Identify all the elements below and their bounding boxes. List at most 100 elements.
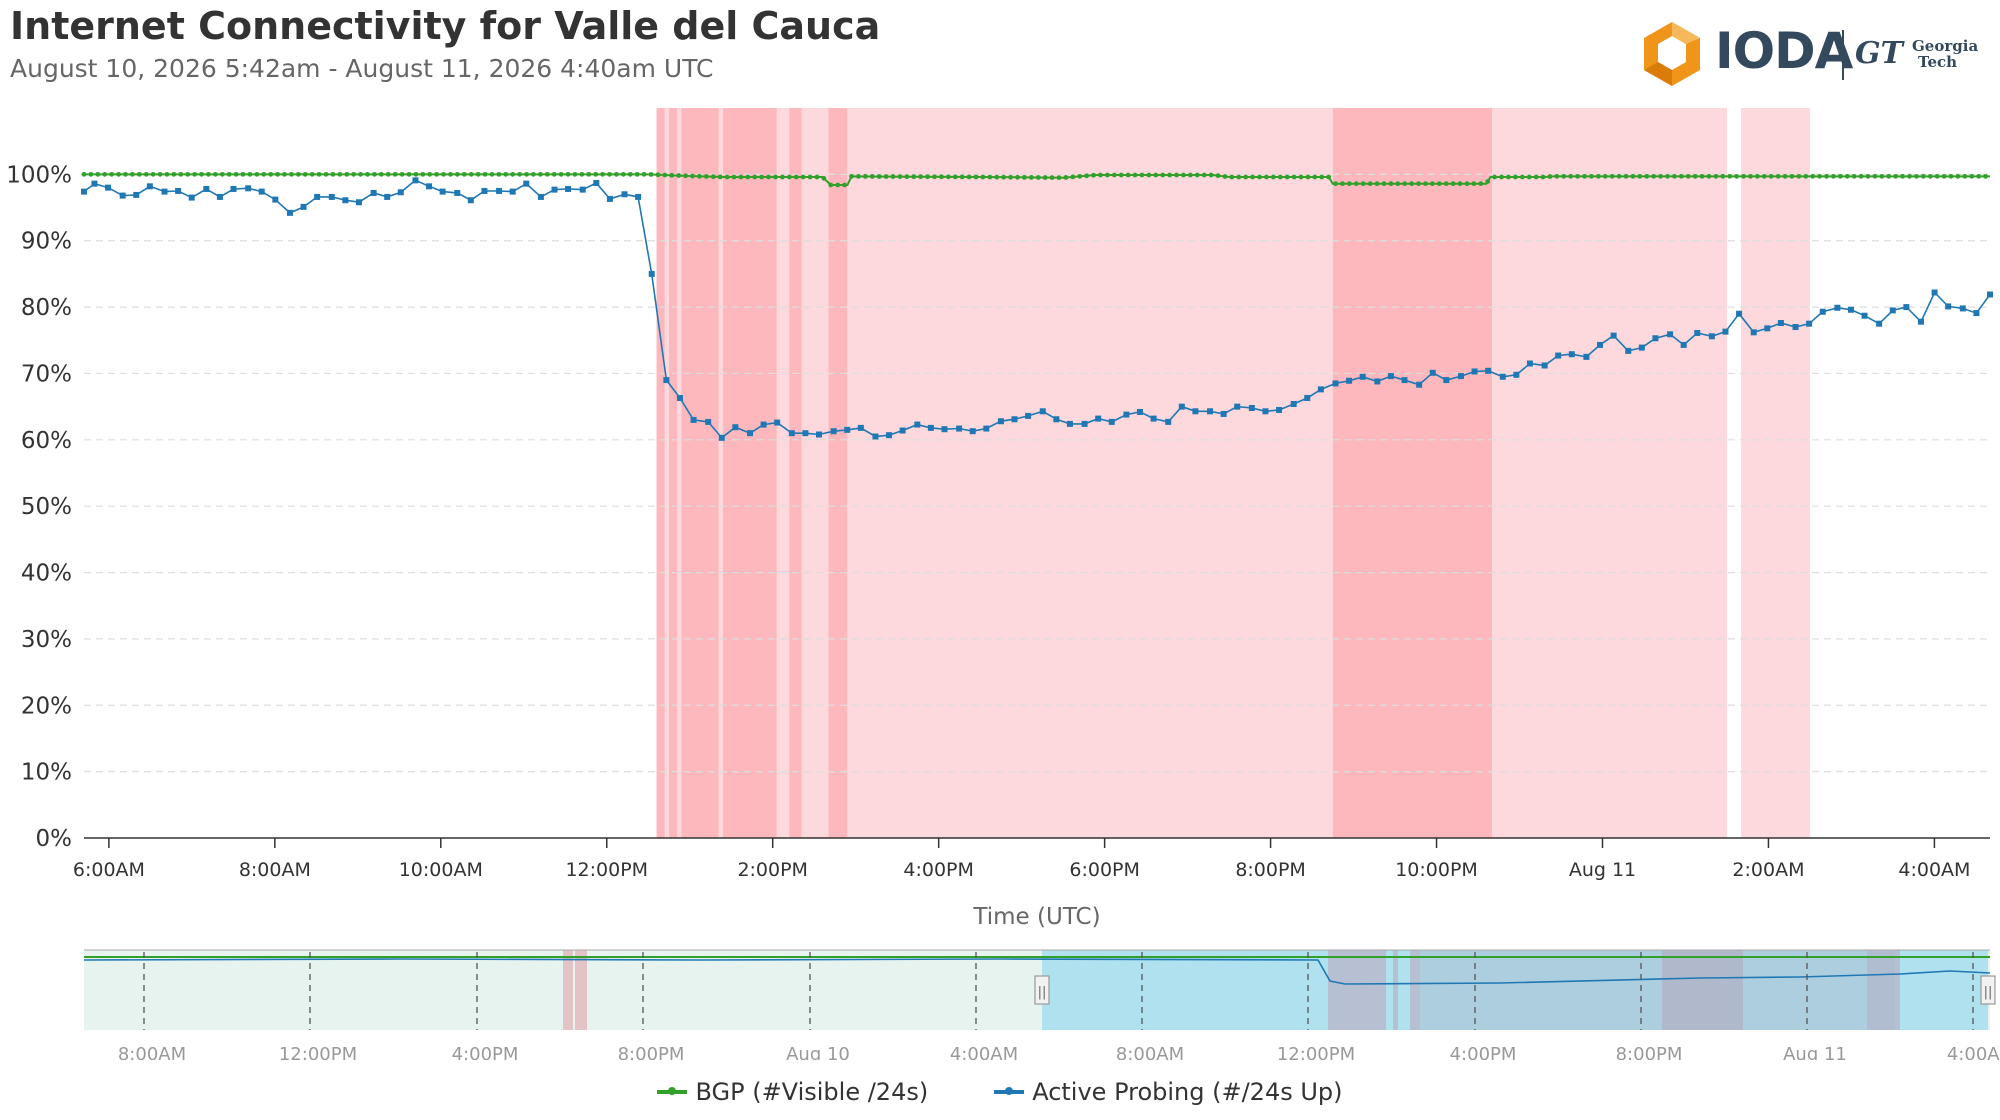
active-probing-point [1401, 377, 1408, 384]
navigator-tick-label: 12:00PM [1277, 1044, 1355, 1060]
bgp-point [1167, 172, 1173, 178]
bgp-point [1298, 174, 1304, 180]
bgp-point [600, 171, 606, 177]
bgp-point [102, 171, 108, 177]
bgp-point [1720, 173, 1726, 179]
navigator-left-handle-grip: || [1038, 985, 1047, 1000]
bgp-point [1194, 172, 1200, 178]
active-probing-point [1262, 408, 1269, 415]
active-probing-point [1597, 341, 1604, 348]
bgp-point [448, 171, 453, 177]
bgp-point [551, 171, 557, 177]
navigator-outage-early-1 [575, 950, 587, 1030]
bgp-point [904, 174, 910, 180]
bgp-point [1471, 181, 1477, 187]
bgp-point [1450, 181, 1456, 187]
active-probing-point [91, 180, 98, 187]
outage-region-12 [1332, 108, 1493, 838]
bgp-point [1153, 172, 1159, 178]
active-probing-point [579, 186, 586, 193]
active-probing-point [537, 193, 544, 200]
active-probing-point [747, 430, 754, 437]
active-probing-point [914, 421, 921, 428]
navigator-layer[interactable]: 8:00AM 12:00PM 4:00PM 8:00PM Aug 10 4:00AM 8:0… [83, 949, 2000, 1060]
bgp-point [323, 171, 329, 177]
bgp-point [1589, 173, 1594, 179]
bgp-point [295, 171, 301, 177]
active-probing-point [1568, 351, 1575, 358]
bgp-point [1810, 173, 1816, 179]
bgp-point [1091, 172, 1096, 178]
active-probing-point [397, 189, 404, 196]
bgp-point [641, 171, 647, 177]
bgp-point [1208, 172, 1214, 178]
active-probing-point [146, 183, 153, 190]
bgp-point [1201, 172, 1207, 178]
active-probing-point [1011, 416, 1018, 423]
bgp-point [316, 171, 322, 177]
active-probing-point [956, 425, 963, 432]
active-probing-point [1555, 352, 1562, 359]
active-probing-point [844, 426, 851, 433]
bgp-point [1015, 174, 1020, 180]
bgp-point [337, 171, 343, 177]
active-probing-point [1819, 308, 1826, 315]
active-probing-point [1652, 335, 1659, 342]
bgp-point [1284, 174, 1290, 180]
active-probing-point [1234, 403, 1241, 410]
bgp-point [683, 173, 688, 179]
bgp-point [1651, 173, 1657, 179]
bgp-point [842, 182, 848, 188]
bgp-point [849, 173, 854, 179]
bgp-point [420, 171, 426, 177]
active-probing-point [384, 193, 391, 200]
navigator-tick-label: Aug 11 [1783, 1044, 1847, 1060]
bgp-point [786, 174, 792, 180]
bgp-point [952, 174, 958, 180]
bgp-point [1962, 173, 1968, 179]
active-probing-point [481, 187, 488, 194]
bgp-point [925, 174, 931, 180]
y-tick-label: 100% [6, 162, 72, 188]
navigator-right-handle[interactable]: || [1980, 975, 1996, 1005]
bgp-point [1160, 172, 1166, 178]
bgp-point [531, 171, 536, 177]
outage-region-4 [681, 108, 719, 838]
active-probing-point [1680, 341, 1687, 348]
outage-region-11 [847, 108, 1333, 838]
navigator-left-handle[interactable]: || [1034, 975, 1050, 1005]
main-chart[interactable]: 0% 10% 20% 30% 40% 50% 60% 70% 80% 90% 100% 6:00AM 8… [0, 0, 2000, 940]
active-probing-point [1583, 353, 1590, 360]
bgp-point [1748, 173, 1753, 179]
bgp-point [1077, 173, 1083, 179]
bgp-point [392, 171, 398, 177]
y-tick-label: 40% [21, 561, 72, 587]
bgp-point [1464, 181, 1470, 187]
legend-item-active-probing[interactable]: Active Probing (#/24s Up) [994, 1074, 1343, 1110]
bgp-point [1353, 181, 1359, 187]
active-probing-point [1777, 320, 1784, 327]
bgp-point [1035, 175, 1041, 180]
legend-item-bgp[interactable]: BGP (#Visible /24s) [657, 1074, 928, 1110]
navigator-tick-label: 4:00AM [950, 1044, 1018, 1060]
bgp-point [171, 171, 177, 177]
bgp-point [1540, 174, 1546, 180]
georgia-tech-line2: Tech [1918, 53, 1958, 71]
bgp-point [434, 171, 440, 177]
active-probing-point [272, 196, 279, 203]
active-probing-point [1973, 310, 1980, 317]
bgp-point [1831, 173, 1836, 179]
active-probing-point [1750, 329, 1757, 336]
bgp-point [1976, 173, 1982, 179]
bgp-point [455, 171, 460, 177]
active-probing-point [454, 189, 461, 196]
bgp-point [800, 174, 806, 180]
bgp-point [890, 174, 896, 179]
active-probing-point [857, 424, 864, 431]
bgp-point [1084, 173, 1090, 179]
active-probing-point [1178, 403, 1185, 410]
ioda-logo-text: IODA [1715, 22, 1853, 80]
navigator-outage-3 [1662, 950, 1743, 1030]
navigator-outage-span [1420, 950, 1895, 1030]
bgp-point [1775, 173, 1781, 179]
